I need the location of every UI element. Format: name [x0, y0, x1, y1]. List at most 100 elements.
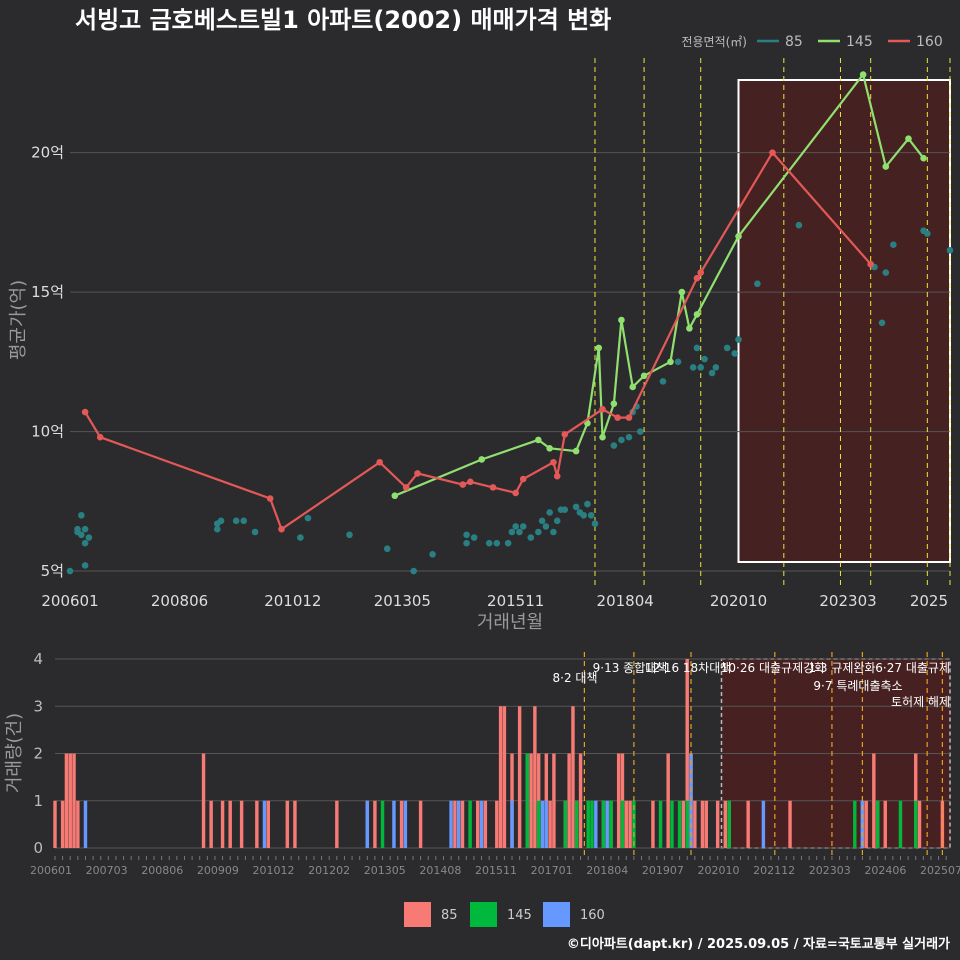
- event-label: 토허제 해제: [891, 695, 950, 709]
- y-axis-title-volume: 거래량(건): [4, 713, 25, 793]
- data-point-160: [693, 274, 701, 282]
- bar-160: [540, 800, 545, 848]
- bar-85: [495, 800, 499, 848]
- bar-145: [875, 800, 880, 848]
- data-point-85: [78, 531, 85, 539]
- bar-85: [681, 800, 686, 848]
- bar-85: [60, 800, 65, 848]
- data-point-85: [519, 523, 527, 530]
- data-point-85: [463, 539, 470, 547]
- bar-legend-swatch-160: [543, 902, 570, 927]
- bar-legend-label: 160: [580, 908, 605, 923]
- bar-145: [898, 800, 903, 848]
- data-point-85: [504, 539, 512, 547]
- bar-85: [266, 800, 270, 848]
- y-tick-label: 15억: [31, 283, 64, 301]
- data-point-85: [516, 528, 523, 536]
- data-point-85: [637, 428, 644, 435]
- bar-145: [590, 800, 594, 848]
- data-point-85: [625, 433, 633, 441]
- bar-85: [53, 800, 57, 848]
- series-160: [81, 149, 874, 533]
- data-point-160: [519, 475, 527, 483]
- data-point-85: [693, 344, 701, 352]
- bar-85: [666, 753, 670, 848]
- data-point-85: [81, 562, 89, 569]
- data-point-85: [550, 528, 557, 536]
- x-tick-label-volume: 200601: [30, 864, 72, 877]
- data-point-85: [213, 525, 221, 533]
- data-point-145: [905, 135, 912, 142]
- bar-85: [788, 800, 792, 848]
- data-point-145: [595, 344, 603, 352]
- x-tick-label: 201305: [374, 592, 431, 610]
- bar-160: [594, 800, 598, 848]
- data-point-145: [610, 400, 618, 407]
- data-point-160: [81, 408, 89, 416]
- data-point-85: [66, 567, 74, 575]
- data-point-85: [735, 336, 742, 343]
- data-point-145: [920, 154, 927, 162]
- bar-85: [209, 800, 213, 848]
- y-tick-label-volume: 4: [33, 650, 43, 668]
- bar-legend-label: 145: [507, 908, 532, 923]
- bar-85: [704, 800, 708, 848]
- data-point-145: [618, 316, 625, 324]
- y-tick-label-volume: 1: [33, 792, 43, 810]
- data-point-85: [712, 364, 720, 371]
- bar-85: [335, 800, 339, 848]
- x-tick-label: 200601: [41, 592, 98, 610]
- series-line-160: [84, 150, 872, 531]
- y-tick-label: 20억: [31, 144, 64, 162]
- data-point-85: [493, 539, 501, 547]
- bar-85: [64, 753, 69, 848]
- data-point-160: [278, 525, 285, 533]
- data-point-85: [946, 246, 954, 254]
- data-point-160: [414, 470, 421, 477]
- x-tick-label-volume: 201305: [364, 864, 406, 877]
- data-point-145: [546, 445, 553, 452]
- bar-145: [536, 800, 541, 848]
- data-point-85: [538, 517, 546, 525]
- bar-85: [517, 706, 522, 848]
- x-tick-label-volume: 201804: [586, 864, 628, 877]
- data-point-85: [429, 551, 436, 558]
- x-tick-label-volume: 200909: [197, 864, 239, 877]
- event-label: 8·2 대책: [553, 670, 598, 685]
- data-point-85: [553, 517, 561, 525]
- data-point-85: [731, 350, 739, 357]
- legend-label: 160: [916, 34, 943, 50]
- bar-85: [616, 753, 621, 848]
- data-point-160: [769, 149, 776, 156]
- data-point-145: [667, 358, 674, 366]
- data-point-145: [678, 288, 686, 296]
- bar-85: [418, 800, 423, 848]
- x-tick-label-volume: 202112: [753, 864, 795, 877]
- data-point-85: [508, 528, 516, 536]
- y-tick-label: 10억: [31, 423, 64, 441]
- bar-85: [685, 659, 689, 848]
- bar-85: [548, 800, 552, 848]
- event-label: 1·3 규제완화: [808, 661, 875, 675]
- price-chart: 5억 10억 15억 20억 200601 200806 201012 201305 20151…: [8, 34, 954, 633]
- data-point-85: [924, 230, 931, 237]
- bar-85: [628, 800, 632, 848]
- bar-145: [670, 800, 674, 848]
- data-point-85: [584, 500, 591, 508]
- bar-160: [456, 800, 461, 848]
- bar-85: [68, 753, 72, 848]
- data-point-85: [674, 358, 682, 366]
- data-point-160: [459, 481, 467, 488]
- bar-85: [917, 800, 922, 848]
- bar-legend-swatch-85: [404, 902, 431, 927]
- x-tick-label-volume: 200703: [86, 864, 128, 877]
- x-tick-label: 202303: [819, 592, 876, 610]
- x-tick-label: 2025: [910, 592, 948, 610]
- footer-credit: ©디아파트(dapt.kr) / 2025.09.05 / 자료=국토교통부 실…: [567, 936, 950, 952]
- event-label: 12·16 18차대책: [645, 660, 732, 675]
- data-point-85: [535, 528, 542, 536]
- data-point-85: [78, 511, 85, 519]
- data-point-85: [81, 539, 89, 547]
- data-point-85: [572, 503, 580, 511]
